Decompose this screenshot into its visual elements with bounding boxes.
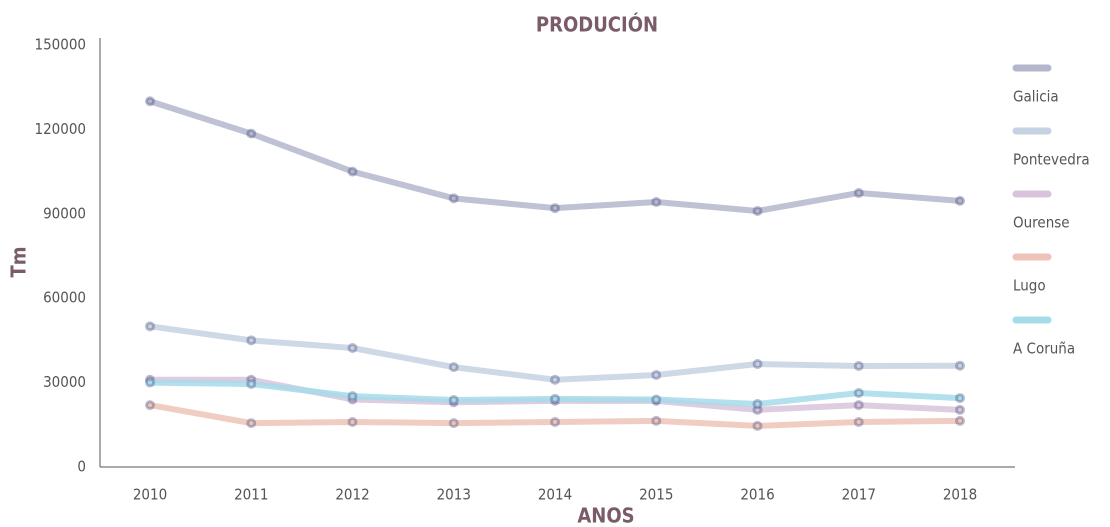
data-point: [955, 360, 965, 371]
data-point: [246, 418, 257, 429]
x-axis-label: ANOS: [577, 504, 634, 527]
data-point: [347, 391, 358, 402]
data-point: [448, 418, 459, 429]
data-point: [448, 362, 459, 373]
data-point: [246, 128, 257, 139]
legend-label: Lugo: [1013, 277, 1046, 295]
x-tick-label: 2012: [335, 486, 369, 504]
legend-label: Galicia: [1013, 88, 1059, 106]
x-tick-label: 2014: [538, 486, 572, 504]
data-point: [550, 203, 560, 214]
data-point: [347, 342, 358, 353]
data-point: [145, 377, 155, 388]
data-point: [550, 393, 560, 404]
x-tick-label: 2015: [639, 486, 673, 504]
y-tick-label: 120000: [34, 120, 86, 138]
data-point: [448, 395, 459, 406]
data-point: [347, 416, 358, 427]
data-point: [853, 388, 864, 399]
data-point: [955, 415, 965, 426]
data-point: [853, 400, 864, 411]
data-point: [955, 393, 965, 404]
y-tick-label: 150000: [34, 36, 86, 54]
y-tick-label: 90000: [43, 204, 86, 222]
data-point: [448, 193, 459, 204]
data-point: [651, 196, 662, 207]
data-point: [752, 205, 763, 216]
chart-title: PRODUCIÓN: [536, 13, 658, 37]
x-tick-label: 2017: [842, 486, 876, 504]
y-tick-label: 30000: [43, 373, 86, 391]
data-point: [752, 420, 763, 431]
data-point: [752, 359, 763, 370]
data-point: [651, 370, 662, 381]
data-point: [145, 400, 155, 411]
x-tick-label: 2018: [943, 486, 977, 504]
data-point: [246, 379, 257, 390]
data-point: [853, 187, 864, 198]
x-tick-label: 2016: [740, 486, 774, 504]
legend-label: A Coruña: [1013, 340, 1075, 358]
data-point: [651, 415, 662, 426]
y-tick-label: 0: [77, 458, 86, 476]
y-axis-label: Tm: [7, 246, 31, 277]
x-tick-label: 2010: [133, 486, 167, 504]
data-point: [853, 361, 864, 372]
data-point: [246, 335, 257, 346]
series-line: [147, 98, 963, 214]
x-tick-label: 2011: [234, 486, 268, 504]
data-point: [955, 195, 965, 206]
data-point: [752, 398, 763, 409]
data-point: [550, 416, 560, 427]
data-point: [853, 416, 864, 427]
series-line: [147, 323, 963, 383]
x-tick-label: 2013: [437, 486, 471, 504]
data-point: [955, 404, 965, 415]
data-point: [347, 166, 358, 177]
data-point: [145, 96, 155, 107]
legend-label: Ourense: [1013, 214, 1070, 232]
data-point: [550, 374, 560, 385]
data-point: [145, 321, 155, 332]
y-tick-label: 60000: [43, 289, 86, 307]
legend-label: Pontevedra: [1013, 151, 1090, 169]
data-point: [651, 394, 662, 405]
